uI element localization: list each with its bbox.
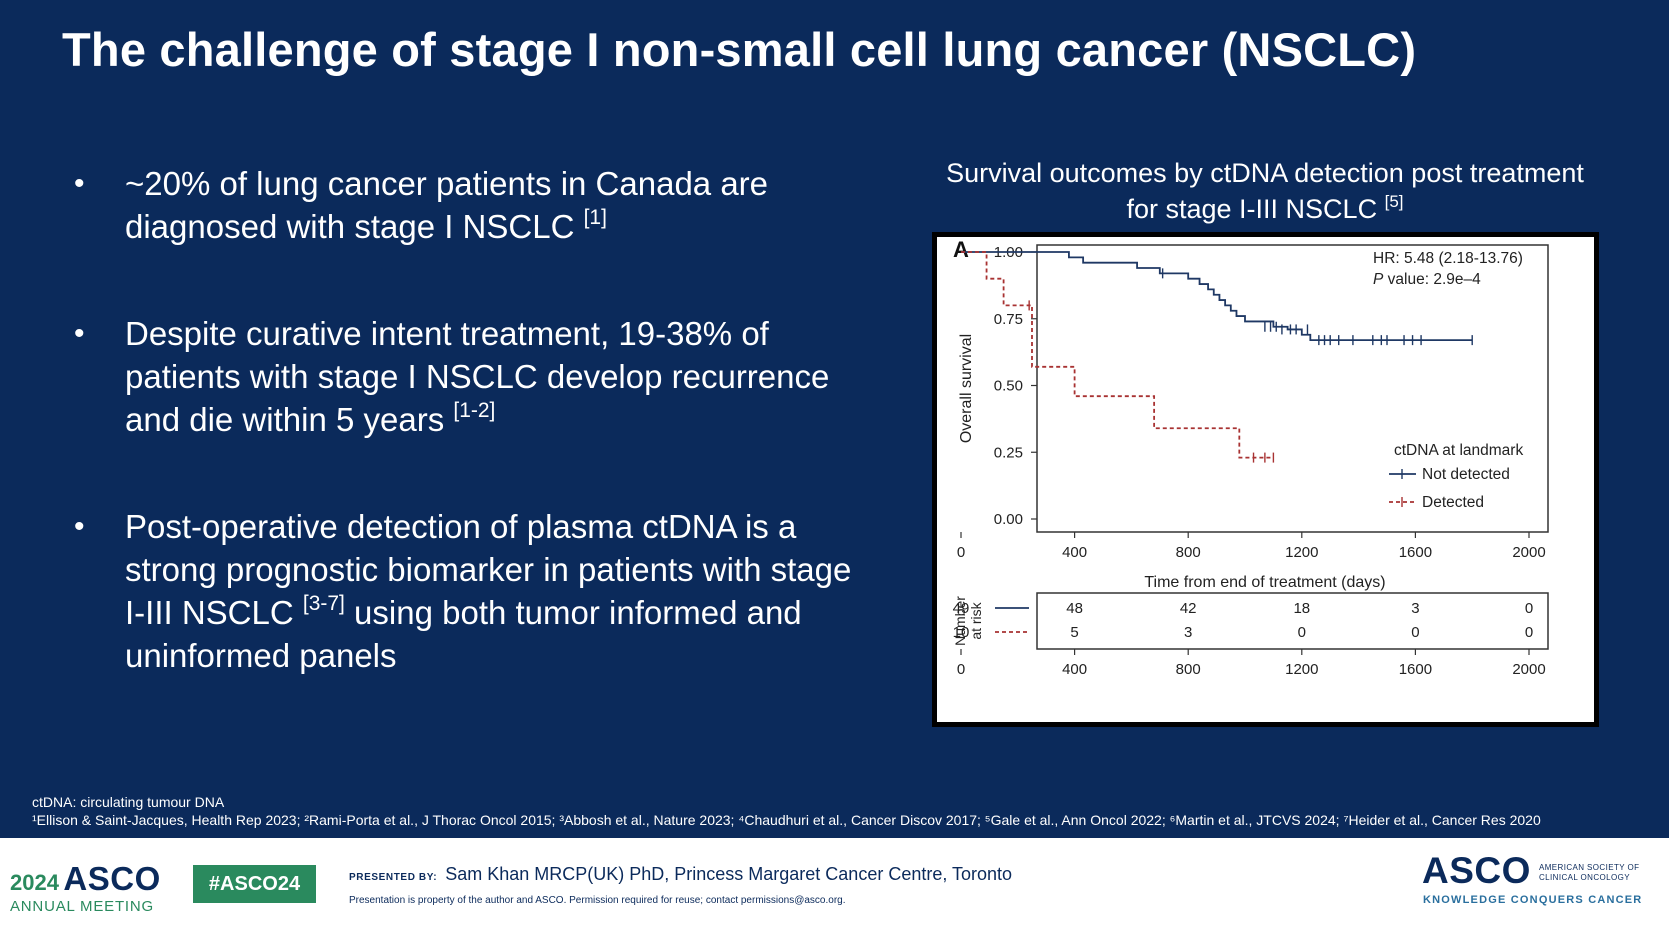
p-value: value: 2.9e–4 bbox=[1383, 271, 1481, 288]
bullet-dot: • bbox=[74, 167, 85, 200]
y-tick-label: 0.75 bbox=[994, 311, 1023, 328]
x-tick-label: 400 bbox=[1062, 544, 1087, 561]
society-name: AMERICAN SOCIETY OF CLINICAL ONCOLOGY bbox=[1539, 863, 1640, 882]
chart-heading-reference: [5] bbox=[1384, 192, 1404, 211]
legend-title: ctDNA at landmark bbox=[1394, 442, 1523, 459]
logo-annual-meeting: ANNUAL MEETING bbox=[10, 898, 154, 915]
risk-cell: 0 bbox=[1525, 624, 1533, 641]
risk-cell: 0 bbox=[1298, 624, 1306, 641]
slide-title: The challenge of stage I non-small cell … bbox=[62, 23, 1417, 76]
risk-table-label: Number bbox=[952, 596, 968, 646]
risk-cell: 0 bbox=[1525, 600, 1533, 617]
risk-cell: 5 bbox=[1070, 624, 1078, 641]
risk-cell: 10 bbox=[953, 624, 970, 641]
society-tagline: KNOWLEDGE CONQUERS CANCER bbox=[1423, 894, 1643, 906]
bullet-text: Despite curative intent treatment, 19-38… bbox=[125, 315, 830, 438]
hazard-ratio-annotation: HR: 5.48 (2.18-13.76) bbox=[1373, 250, 1523, 267]
risk-cell: 3 bbox=[1184, 624, 1192, 641]
risk-x-tick-label: 0 bbox=[957, 661, 965, 678]
slide-background: The challenge of stage I non-small cell … bbox=[0, 0, 1669, 838]
bullet-text: ~20% of lung cancer patients in Canada a… bbox=[125, 165, 769, 245]
society-logo-asco: ASCO bbox=[1422, 850, 1531, 891]
logo-year: 2024 bbox=[10, 870, 59, 895]
risk-cell: 0 bbox=[1411, 624, 1419, 641]
survival-curve-not-detected bbox=[961, 251, 1473, 342]
risk-x-tick-label: 2000 bbox=[1512, 661, 1545, 678]
risk-table-label: at risk bbox=[968, 601, 984, 639]
legend-item-label: Detected bbox=[1422, 494, 1484, 511]
property-notice: Presentation is property of the author a… bbox=[349, 895, 846, 906]
panel-label: A bbox=[953, 237, 969, 262]
legend-item-label: Not detected bbox=[1422, 466, 1510, 483]
risk-x-tick-label: 400 bbox=[1062, 661, 1087, 678]
bullet-dot: • bbox=[74, 510, 85, 543]
bullet-reference: [3-7] bbox=[302, 592, 345, 615]
risk-cell: 18 bbox=[1293, 600, 1310, 617]
x-axis-label: Time from end of treatment (days) bbox=[1144, 574, 1385, 591]
x-tick-label: 0 bbox=[957, 544, 965, 561]
survival-chart-svg: A0.000.250.500.751.000 400 800 1200 1600 2000… bbox=[952, 237, 1549, 678]
presented-by-label: PRESENTED BY: bbox=[349, 872, 438, 883]
presenter-line: PRESENTED BY: Sam Khan MRCP(UK) PhD, Prin… bbox=[349, 864, 1012, 885]
x-tick-label: 800 bbox=[1176, 544, 1201, 561]
bullet-text: Post-operative detection of plasma ctDNA… bbox=[125, 508, 852, 631]
bullet-reference: [1-2] bbox=[453, 399, 496, 422]
risk-cell: 42 bbox=[1180, 600, 1197, 617]
survival-curve-detected bbox=[961, 251, 1274, 459]
bullet-item: • Post-operative detection of plasma ctD… bbox=[70, 505, 870, 677]
y-tick-label: 0.00 bbox=[994, 511, 1023, 528]
x-tick-label: 1600 bbox=[1399, 544, 1432, 561]
risk-cell: 3 bbox=[1411, 600, 1419, 617]
hashtag-badge: #ASCO24 bbox=[193, 865, 316, 903]
footnote-abbreviation: ctDNA: circulating tumour DNA bbox=[32, 794, 225, 810]
p-value-annotation: P value: 2.9e–4 bbox=[1373, 271, 1481, 288]
bullet-item: • Despite curative intent treatment, 19-… bbox=[70, 312, 870, 441]
risk-x-tick-label: 1600 bbox=[1399, 661, 1432, 678]
x-tick-label: 1200 bbox=[1285, 544, 1318, 561]
y-tick-label: 0.50 bbox=[994, 378, 1023, 395]
risk-x-tick-label: 800 bbox=[1176, 661, 1201, 678]
bullet-item: • ~20% of lung cancer patients in Canada… bbox=[70, 162, 870, 248]
chart-heading-text: Survival outcomes by ctDNA detection pos… bbox=[946, 158, 1584, 224]
bullet-text-continued: using both tumor informed and uninformed… bbox=[125, 594, 802, 674]
survival-chart: A 0.00 0.25 0.50 0.75 1.00 0 400 800 1200 1600 2000… bbox=[932, 232, 1599, 727]
presenter-name: Sam Khan MRCP(UK) PhD, Princess Margaret… bbox=[445, 864, 1013, 884]
risk-cell: 49 bbox=[953, 600, 970, 617]
footnote-references: ¹Ellison & Saint-Jacques, Health Rep 202… bbox=[32, 812, 1541, 828]
risk-x-tick-label: 1200 bbox=[1285, 661, 1318, 678]
plot-frame bbox=[1036, 244, 1549, 533]
chart-heading: Survival outcomes by ctDNA detection pos… bbox=[945, 155, 1585, 227]
y-axis-label: Overall survival bbox=[958, 334, 975, 443]
bullet-dot: • bbox=[74, 317, 85, 350]
p-symbol: P bbox=[1373, 271, 1384, 288]
footnotes: ctDNA: circulating tumour DNA ¹Ellison &… bbox=[32, 793, 1541, 829]
risk-table-frame bbox=[1036, 592, 1549, 650]
y-tick-label: 0.25 bbox=[994, 444, 1023, 461]
asco-society-logo: ASCO AMERICAN SOCIETY OF CLINICAL ONCOLO… bbox=[1422, 850, 1641, 906]
asco-annual-meeting-logo: 2024 ASCO ANNUAL MEETING bbox=[10, 860, 161, 915]
bullet-list: • ~20% of lung cancer patients in Canada… bbox=[70, 162, 870, 741]
x-tick-label: 2000 bbox=[1512, 544, 1545, 561]
risk-cell: 48 bbox=[1066, 600, 1083, 617]
bullet-reference: [1] bbox=[583, 206, 607, 229]
footer-bar: 2024 ASCO ANNUAL MEETING #ASCO24 PRESENT… bbox=[0, 838, 1669, 934]
logo-asco: ASCO bbox=[63, 860, 161, 897]
